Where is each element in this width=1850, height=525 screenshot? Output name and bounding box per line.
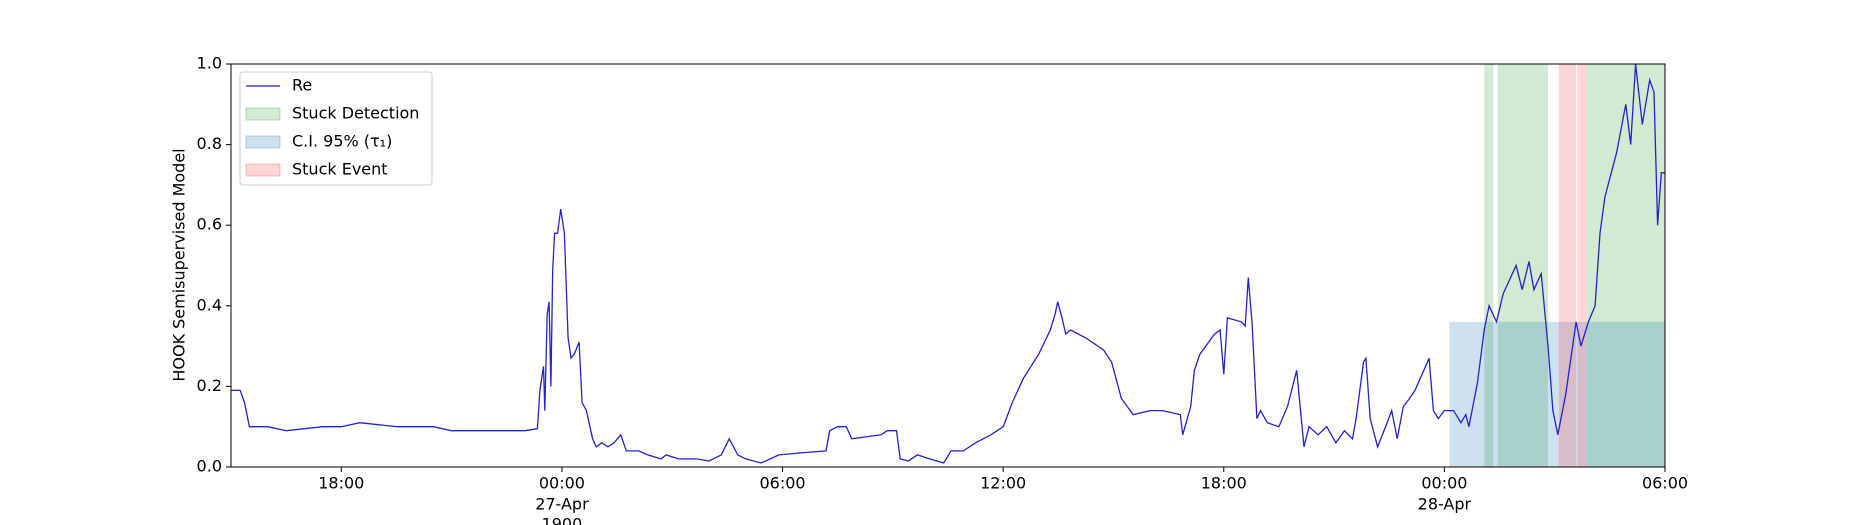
y-tick-label: 0.6: [197, 215, 222, 234]
legend-box: [239, 71, 433, 186]
legend-label: Re: [292, 76, 312, 95]
span: [1586, 64, 1665, 467]
legend-patch: [245, 107, 281, 121]
x-tick-date: 27-Apr: [535, 495, 589, 514]
legend-patch: [245, 163, 281, 177]
x-tick-label: 00:00: [539, 474, 585, 493]
x-tick-date: 28-Apr: [1418, 495, 1472, 514]
y-tick-label: 0.8: [197, 134, 222, 153]
x-tick-label: 12:00: [980, 474, 1026, 493]
legend-label: Stuck Detection: [292, 104, 419, 123]
y-axis-label: HOOK Semisupervised Model: [170, 148, 189, 381]
y-tick-label: 0.2: [197, 376, 222, 395]
y-tick-label: 1.0: [197, 54, 222, 73]
span: [1449, 321, 1665, 467]
x-tick-label: 18:00: [318, 474, 364, 493]
y-tick-label: 0.4: [197, 295, 222, 314]
span: [1497, 64, 1548, 467]
data-line: [231, 63, 1665, 464]
x-tick-label: 06:00: [759, 474, 805, 493]
plot-frame: [230, 63, 1666, 468]
y-tick-label: 0.0: [197, 457, 222, 476]
legend-patch: [245, 135, 281, 149]
x-tick-label: 00:00: [1421, 474, 1467, 493]
x-tick-label: 06:00: [1642, 474, 1688, 493]
legend-label: Stuck Event: [292, 160, 388, 179]
x-tick-year: 1900: [542, 515, 583, 525]
span: [1558, 64, 1577, 467]
x-tick-label: 18:00: [1201, 474, 1247, 493]
span: [1577, 64, 1587, 467]
span: [1484, 64, 1494, 467]
legend-label: C.I. 95% (τ₁): [292, 132, 392, 151]
